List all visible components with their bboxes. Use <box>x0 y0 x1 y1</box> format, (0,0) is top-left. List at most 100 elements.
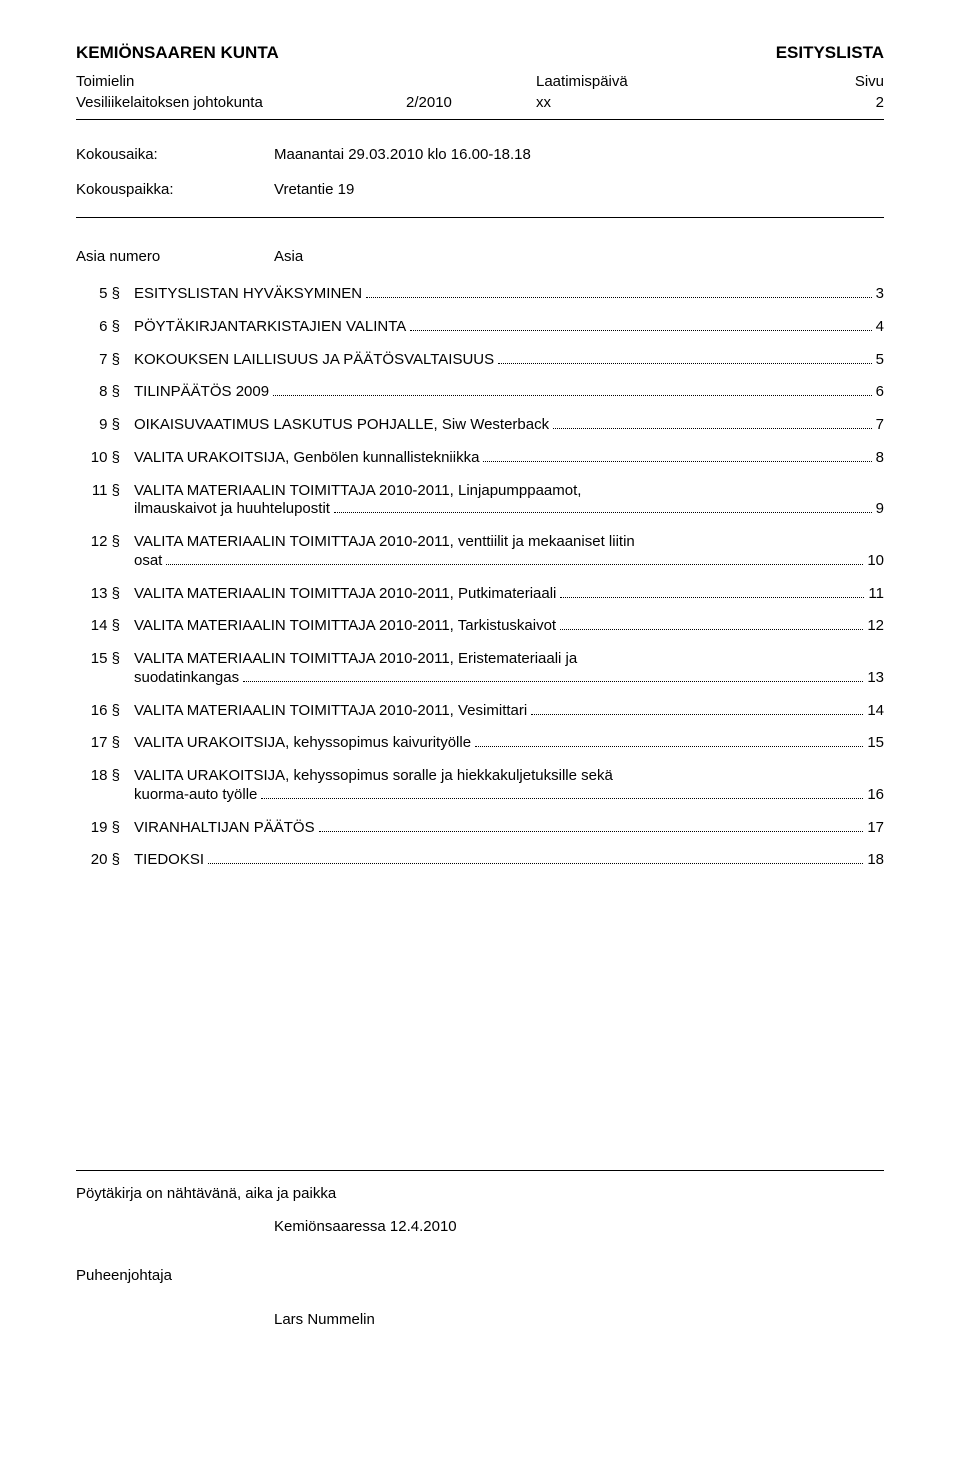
toc-row: 7 § KOKOUKSEN LAILLISUUS JA PÄÄTÖSVALTAIS… <box>76 351 884 370</box>
toc-body: VALITA MATERIAALIN TOIMITTAJA 2010-2011,… <box>134 702 884 721</box>
toc-page: 10 <box>867 552 884 571</box>
toc-title-line: VALITA URAKOITSIJA, kehyssopimus soralle… <box>134 767 884 786</box>
toc-row: 10 §VALITA URAKOITSIJA, Genbölen kunnall… <box>76 449 884 468</box>
label-spacer <box>406 73 536 92</box>
label-organ: Toimielin <box>76 73 406 92</box>
header-top: KEMIÖNSAAREN KUNTA ESITYSLISTA <box>76 42 884 63</box>
toc-leader-dots <box>208 851 863 864</box>
toc-row: 19 § VIRANHALTIJAN PÄÄTÖS 17 <box>76 819 884 838</box>
toc-leader-dots <box>498 351 872 364</box>
toc-row: 17 § VALITA URAKOITSIJA, kehyssopimus kai… <box>76 734 884 753</box>
meeting-no: 2/2010 <box>406 94 536 113</box>
toc-leader-dots <box>483 449 871 462</box>
toc-leader-line: VALITA URAKOITSIJA, kehyssopimus kaivuri… <box>134 734 884 753</box>
toc-leader-dots <box>166 552 863 565</box>
footer-rule <box>76 1170 884 1171</box>
meeting-rule <box>76 217 884 218</box>
toc-title-line: VALITA MATERIAALIN TOIMITTAJA 2010-2011,… <box>134 650 884 669</box>
header-value-row: Vesiliikelaitoksen johtokunta 2/2010 xx … <box>76 94 884 113</box>
toc-page: 17 <box>867 819 884 838</box>
toc-leader-line: VALITA MATERIAALIN TOIMITTAJA 2010-2011,… <box>134 617 884 636</box>
toc-section: 20 § <box>76 851 126 870</box>
toc-page: 8 <box>876 449 884 468</box>
toc-leader-line: VALITA MATERIAALIN TOIMITTAJA 2010-2011,… <box>134 702 884 721</box>
toc-row: 8 § TILINPÄÄTÖS 2009 6 <box>76 383 884 402</box>
toc-leader-line: suodatinkangas 13 <box>134 669 884 688</box>
chair-name: Lars Nummelin <box>274 1311 884 1330</box>
toc-items: 5 §ESITYSLISTAN HYVÄKSYMINEN3 6 § PÖYTÄKIR… <box>76 285 884 870</box>
org-name: KEMIÖNSAAREN KUNTA <box>76 42 279 63</box>
meeting-time-row: Kokousaika: Maanantai 29.03.2010 klo 16.… <box>76 146 884 165</box>
toc-row: 9 § OIKAISUVAATIMUS LASKUTUS POHJALLE, Si… <box>76 416 884 435</box>
toc-body: TIEDOKSI18 <box>134 851 884 870</box>
footer-note: Pöytäkirja on nähtävänä, aika ja paikka <box>76 1185 884 1204</box>
toc-body: VALITA MATERIAALIN TOIMITTAJA 2010-2011,… <box>134 617 884 636</box>
toc-head: Asia numero Asia <box>76 248 884 267</box>
toc-body: VALITA MATERIAALIN TOIMITTAJA 2010-2011,… <box>134 533 884 571</box>
page: KEMIÖNSAAREN KUNTA ESITYSLISTA Toimielin… <box>0 0 960 1471</box>
organ-value: Vesiliikelaitoksen johtokunta <box>76 94 406 113</box>
toc-leader-line: ilmauskaivot ja huuhtelupostit 9 <box>134 500 884 519</box>
toc-title-line: VALITA URAKOITSIJA, Genbölen kunnalliste… <box>134 449 479 468</box>
label-date: Laatimispäivä <box>536 73 746 92</box>
toc-title-line: VALITA MATERIAALIN TOIMITTAJA 2010-2011,… <box>134 617 556 636</box>
toc-leader-line: OIKAISUVAATIMUS LASKUTUS POHJALLE, Siw W… <box>134 416 884 435</box>
toc-page: 13 <box>867 669 884 688</box>
toc-body: KOKOUKSEN LAILLISUUS JA PÄÄTÖSVALTAISUUS… <box>134 351 884 370</box>
toc-body: VALITA MATERIAALIN TOIMITTAJA 2010-2011,… <box>134 650 884 688</box>
toc-leader-dots <box>553 416 872 429</box>
meeting-time-label: Kokousaika: <box>76 146 274 165</box>
toc-title-line: TILINPÄÄTÖS 2009 <box>134 383 269 402</box>
toc-section: 7 § <box>76 351 126 370</box>
toc-title-line: VALITA MATERIAALIN TOIMITTAJA 2010-2011,… <box>134 702 527 721</box>
meeting-place-row: Kokouspaikka: Vretantie 19 <box>76 181 884 200</box>
toc-page: 11 <box>868 585 884 604</box>
header-rule <box>76 119 884 120</box>
footer-place-date: Kemiönsaaressa 12.4.2010 <box>274 1218 884 1237</box>
toc-body: VALITA MATERIAALIN TOIMITTAJA 2010-2011,… <box>134 482 884 520</box>
toc-body: TILINPÄÄTÖS 2009 6 <box>134 383 884 402</box>
toc-section: 19 § <box>76 819 126 838</box>
toc-row: 12 §VALITA MATERIAALIN TOIMITTAJA 2010-2… <box>76 533 884 571</box>
toc-leader-line: TILINPÄÄTÖS 2009 6 <box>134 383 884 402</box>
toc-title-line: VALITA URAKOITSIJA, kehyssopimus kaivuri… <box>134 734 471 753</box>
toc-section: 16 § <box>76 702 126 721</box>
toc-section: 6 § <box>76 318 126 337</box>
meeting-place-value: Vretantie 19 <box>274 181 354 200</box>
toc-title-line: ilmauskaivot ja huuhtelupostit <box>134 500 330 519</box>
toc-leader-line: osat10 <box>134 552 884 571</box>
toc-section: 18 § <box>76 767 126 786</box>
header-label-row: Toimielin Laatimispäivä Sivu <box>76 73 884 92</box>
toc-leader-dots <box>243 669 863 682</box>
toc-page: 6 <box>876 383 884 402</box>
toc-page: 9 <box>876 500 884 519</box>
toc-leader-dots <box>273 383 872 396</box>
toc-title-line: suodatinkangas <box>134 669 239 688</box>
toc-section: 17 § <box>76 734 126 753</box>
toc-row: 20 § TIEDOKSI18 <box>76 851 884 870</box>
toc-page: 14 <box>867 702 884 721</box>
toc-section: 11 § <box>76 482 126 501</box>
toc-row: 5 §ESITYSLISTAN HYVÄKSYMINEN3 <box>76 285 884 304</box>
toc-leader-dots <box>261 786 863 799</box>
toc-leader-dots <box>334 500 872 513</box>
toc-leader-line: ESITYSLISTAN HYVÄKSYMINEN3 <box>134 285 884 304</box>
toc-section: 9 § <box>76 416 126 435</box>
toc-title-line: VIRANHALTIJAN PÄÄTÖS <box>134 819 315 838</box>
toc-page: 4 <box>876 318 884 337</box>
toc-leader-line: PÖYTÄKIRJANTARKISTAJIEN VALINTA4 <box>134 318 884 337</box>
toc-leader-dots <box>366 285 872 298</box>
toc-body: VALITA URAKOITSIJA, kehyssopimus kaivuri… <box>134 734 884 753</box>
toc-leader-line: VIRANHALTIJAN PÄÄTÖS 17 <box>134 819 884 838</box>
toc-leader-line: VALITA MATERIAALIN TOIMITTAJA 2010-2011,… <box>134 585 884 604</box>
toc-row: 14 §VALITA MATERIAALIN TOIMITTAJA 2010-2… <box>76 617 884 636</box>
doc-type: ESITYSLISTA <box>776 42 884 63</box>
toc-body: VALITA URAKOITSIJA, Genbölen kunnalliste… <box>134 449 884 468</box>
toc-page: 18 <box>867 851 884 870</box>
toc-leader-dots <box>475 734 863 747</box>
toc-row: 6 § PÖYTÄKIRJANTARKISTAJIEN VALINTA4 <box>76 318 884 337</box>
toc-section: 8 § <box>76 383 126 402</box>
toc-row: 11 § VALITA MATERIAALIN TOIMITTAJA 2010-2… <box>76 482 884 520</box>
toc-leader-dots <box>531 702 863 715</box>
toc-leader-line: VALITA URAKOITSIJA, Genbölen kunnalliste… <box>134 449 884 468</box>
